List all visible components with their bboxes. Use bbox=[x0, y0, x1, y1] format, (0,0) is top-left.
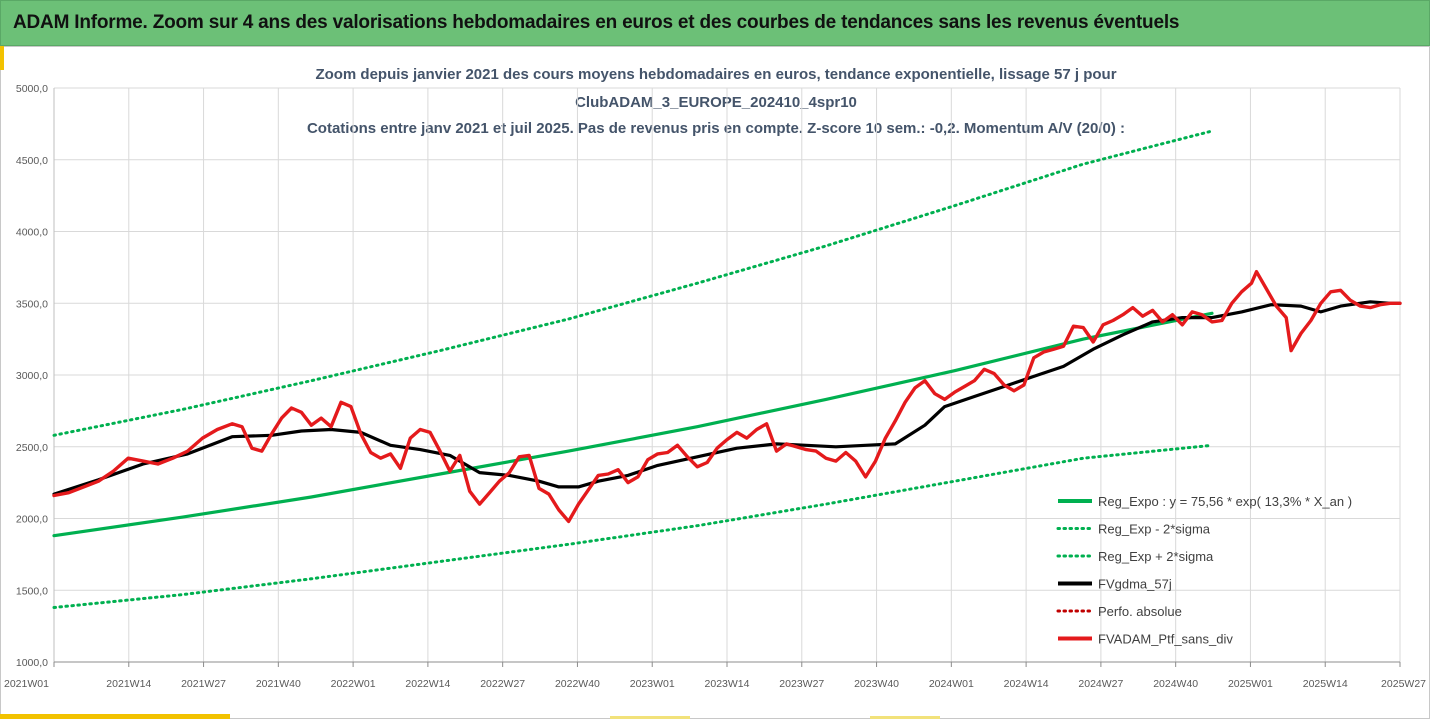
report-banner: ADAM Informe. Zoom sur 4 ans des valoris… bbox=[0, 0, 1430, 46]
x-tick-label: 2023W27 bbox=[779, 678, 824, 690]
chart-title-line-3: Cotations entre janv 2021 et juil 2025. … bbox=[306, 120, 1126, 137]
series-line-1 bbox=[52, 443, 1214, 609]
x-tick-label: 2025W01 bbox=[1228, 678, 1273, 690]
y-tick-label: 1000,0 bbox=[16, 657, 48, 669]
legend-label: Reg_Exp - 2*sigma bbox=[1098, 522, 1211, 537]
report-title: ADAM Informe. Zoom sur 4 ans des valoris… bbox=[13, 12, 1180, 33]
chart-title-line-2: ClubADAM_3_EUROPE_202410_4spr10 bbox=[575, 94, 857, 111]
accent-bar-bottom-2 bbox=[610, 716, 690, 719]
legend-label: Reg_Exp + 2*sigma bbox=[1098, 549, 1214, 564]
x-tick-label: 2022W14 bbox=[405, 678, 450, 690]
x-tick-label: 2022W27 bbox=[480, 678, 525, 690]
accent-bar-bottom-3 bbox=[870, 716, 940, 719]
x-tick-label: 2021W01 bbox=[4, 678, 49, 690]
accent-bar-left bbox=[0, 46, 4, 70]
y-tick-label: 4000,0 bbox=[16, 227, 48, 239]
y-tick-label: 2000,0 bbox=[16, 514, 48, 526]
x-tick-label: 2025W14 bbox=[1303, 678, 1348, 690]
legend-label: Reg_Expo : y = 75,56 * exp( 13,3% * X_an… bbox=[1098, 494, 1352, 509]
x-tick-label: 2021W14 bbox=[106, 678, 151, 690]
series-line-5 bbox=[52, 270, 1402, 524]
y-tick-label: 4500,0 bbox=[16, 155, 48, 167]
y-tick-label: 5000,0 bbox=[16, 83, 48, 95]
x-tick-label: 2024W14 bbox=[1004, 678, 1049, 690]
accent-bar-bottom bbox=[0, 714, 230, 719]
x-tick-label: 2022W40 bbox=[555, 678, 600, 690]
chart-title-line-1: Zoom depuis janvier 2021 des cours moyen… bbox=[315, 66, 1117, 83]
x-tick-label: 2021W27 bbox=[181, 678, 226, 690]
y-tick-label: 1500,0 bbox=[16, 585, 48, 597]
x-tick-label: 2023W01 bbox=[630, 678, 675, 690]
series-line-2 bbox=[52, 129, 1214, 437]
x-tick-label: 2024W27 bbox=[1078, 678, 1123, 690]
x-tick-label: 2024W40 bbox=[1153, 678, 1198, 690]
legend-label: FVADAM_Ptf_sans_div bbox=[1098, 632, 1233, 647]
x-tick-label: 2021W40 bbox=[256, 678, 301, 690]
y-tick-label: 2500,0 bbox=[16, 442, 48, 454]
x-tick-label: 2022W01 bbox=[331, 678, 376, 690]
x-tick-label: 2024W01 bbox=[929, 678, 974, 690]
x-tick-label: 2023W14 bbox=[705, 678, 750, 690]
x-tick-label: 2025W27 bbox=[1381, 678, 1426, 690]
legend-label: FVgdma_57j bbox=[1098, 577, 1172, 592]
legend-label: Perfo. absolue bbox=[1098, 604, 1182, 619]
y-tick-label: 3000,0 bbox=[16, 370, 48, 382]
series-line-0 bbox=[52, 311, 1214, 538]
y-tick-label: 3500,0 bbox=[16, 298, 48, 310]
x-tick-label: 2023W40 bbox=[854, 678, 899, 690]
